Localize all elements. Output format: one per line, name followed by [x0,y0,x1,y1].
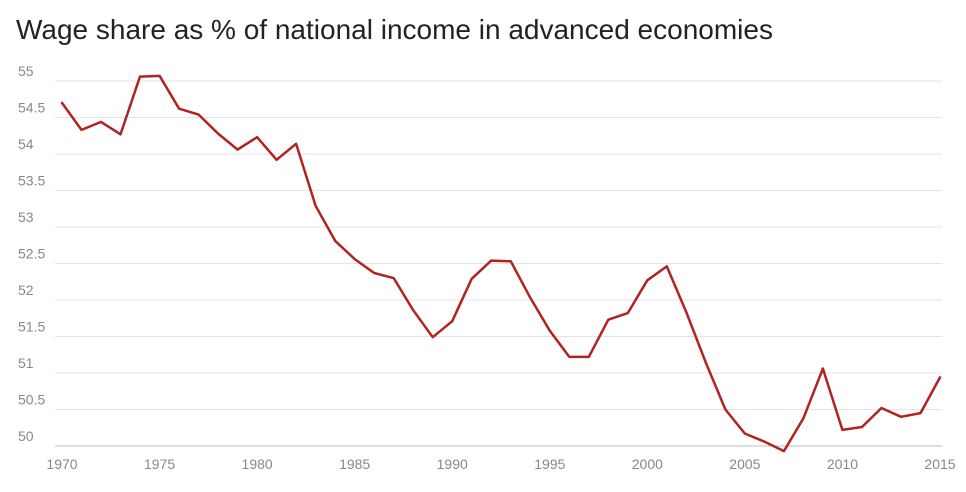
data-point [507,257,515,265]
x-tick-label: 2015 [924,456,955,472]
data-point [702,359,710,367]
data-point [604,316,612,324]
data-point [97,118,105,126]
data-point [468,275,476,283]
y-axis: 50 50.5 51 51.5 52 52.5 53 53.5 54 54.5 55 [18,63,45,444]
y-tick-label: 52 [18,282,34,298]
data-point [663,262,671,270]
y-tick-label: 51 [18,355,34,371]
data-point [799,414,807,422]
data-point [643,276,651,284]
data-point [741,430,749,438]
x-tick-label: 1980 [242,456,273,472]
data-point [253,133,261,141]
data-point [838,426,846,434]
data-point [312,202,320,210]
data-point [273,156,281,164]
x-tick-label: 1995 [534,456,565,472]
series-line [60,74,942,453]
data-point [58,99,66,107]
data-point [682,308,690,316]
data-point [936,373,944,381]
data-point [585,353,593,361]
x-tick-label: 1990 [437,456,468,472]
x-tick-label: 2000 [632,456,663,472]
data-point [819,365,827,373]
x-tick-label: 2010 [827,456,858,472]
series [58,72,944,455]
y-tick-label: 55 [18,63,34,79]
data-point [156,72,164,80]
data-point [897,413,905,421]
data-point [331,237,339,245]
data-point [136,73,144,81]
y-tick-label: 53 [18,209,34,225]
data-point [546,327,554,335]
data-point [565,353,573,361]
data-point [390,274,398,282]
x-tick-label: 1975 [144,456,175,472]
y-tick-label: 54 [18,136,34,152]
gridlines [55,80,942,447]
data-point [526,294,534,302]
data-point [916,409,924,417]
data-point [292,140,300,148]
data-point [78,126,86,134]
y-tick-label: 52.5 [18,246,45,262]
data-point [624,309,632,317]
data-point [370,269,378,277]
data-point [234,146,242,154]
y-tick-label: 54.5 [18,100,45,116]
y-tick-label: 51.5 [18,319,45,335]
data-point [448,317,456,325]
y-tick-label: 53.5 [18,173,45,189]
data-point [877,404,885,412]
y-tick-label: 50 [18,428,34,444]
x-tick-label: 1985 [339,456,370,472]
data-point [721,406,729,414]
data-point [214,130,222,138]
x-axis: 1970 1975 1980 1985 1990 1995 2000 2005 2010 2015 [46,456,955,472]
data-point [409,306,417,314]
y-tick-label: 50.5 [18,392,45,408]
data-point [117,130,125,138]
data-point [858,423,866,431]
x-tick-label: 1970 [46,456,77,472]
data-point [780,447,788,455]
data-point [760,438,768,446]
data-point [351,255,359,263]
data-point [175,105,183,113]
data-point [487,257,495,265]
data-point [195,111,203,119]
x-tick-label: 2005 [729,456,760,472]
chart-title: Wage share as % of national income in ad… [16,14,773,45]
data-point [429,333,437,341]
